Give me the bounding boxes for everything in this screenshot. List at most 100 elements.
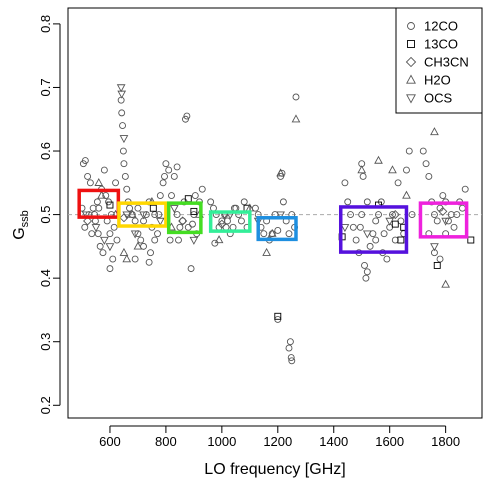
data-point-12co (349, 223, 357, 231)
data-point-12co (359, 172, 367, 180)
data-point-12co (151, 236, 159, 244)
data-point-12co (288, 357, 296, 365)
series-13co (106, 195, 475, 320)
x-tick-label: 1800 (431, 434, 460, 449)
data-point-ocs (117, 90, 127, 99)
data-point-12co (363, 198, 371, 206)
data-point-h2o (94, 177, 104, 186)
data-point-12co (341, 179, 349, 187)
data-point-h2o (127, 209, 137, 218)
data-point-ocs (139, 211, 148, 220)
data-point-12co (207, 198, 215, 206)
data-point-12co (372, 217, 380, 225)
data-point-12co (405, 147, 413, 155)
data-point-13co (397, 236, 405, 244)
legend-marker-ch3cn (405, 56, 417, 68)
data-point-h2o (119, 247, 129, 256)
y-tick-label: 0.8 (38, 15, 53, 33)
data-point-ch3cn (178, 216, 188, 226)
data-point-12co (277, 172, 285, 180)
data-point-12co (380, 230, 388, 238)
data-point-ocs (100, 236, 109, 245)
data-point-12co (81, 223, 89, 231)
data-point-13co (467, 236, 475, 244)
data-point-12co (170, 172, 178, 180)
y-axis: 0.2 0.3 0.4 0.5 0.6 0.7 0.8 (38, 15, 61, 414)
data-point-12co (113, 236, 121, 244)
data-point-12co (123, 185, 131, 193)
data-point-12co (184, 223, 192, 231)
data-point-13co (184, 195, 192, 203)
band-box-5 (256, 216, 298, 242)
data-point-ocs (169, 205, 179, 214)
data-point-12co (344, 198, 352, 206)
data-point-12co (106, 230, 114, 238)
data-point-12co (383, 255, 391, 263)
data-point-ocs (430, 243, 439, 252)
data-point-12co (131, 217, 139, 225)
data-point-ocs (340, 224, 350, 233)
data-point-12co (84, 172, 92, 180)
data-point-12co (394, 179, 402, 187)
band-boxes-layer (77, 188, 469, 254)
data-point-12co (260, 230, 268, 238)
data-point-12co (119, 147, 127, 155)
data-point-h2o (402, 190, 411, 199)
data-point-12co (81, 157, 89, 165)
y-axis-title: Gssb (11, 210, 31, 240)
band-box-2 (117, 201, 168, 228)
data-point-h2o (430, 127, 439, 136)
data-point-h2o (276, 168, 285, 177)
data-point-12co (461, 185, 469, 193)
series-12co (78, 93, 469, 365)
data-point-12co (106, 265, 114, 273)
data-point-12co (100, 166, 108, 174)
legend-marker-h2o (406, 74, 416, 84)
data-point-12co (279, 198, 287, 206)
data-point-h2o (214, 235, 224, 244)
data-point-h2o (267, 228, 277, 237)
data-point-13co (149, 204, 157, 212)
data-point-12co (89, 204, 97, 212)
data-point-ocs (385, 217, 395, 226)
data-point-h2o (97, 190, 106, 199)
legend-label-ocs: OCS (424, 91, 453, 106)
band-box-6 (338, 205, 409, 254)
data-point-12co (131, 255, 139, 263)
data-point-h2o (291, 114, 301, 123)
data-point-12co (93, 198, 101, 206)
data-point-h2o (133, 241, 143, 250)
data-point-12co (430, 211, 438, 219)
x-tick-label: 1600 (375, 434, 404, 449)
data-point-h2o (262, 247, 271, 256)
data-point-12co (422, 160, 430, 168)
data-point-12co (408, 211, 416, 219)
data-point-12co (137, 236, 145, 244)
data-point-12co (419, 147, 427, 155)
y-tick-label: 0.7 (38, 78, 53, 96)
band-box-1 (77, 188, 121, 219)
data-point-12co (436, 255, 444, 263)
series-ch3cn (83, 206, 448, 229)
y-tick-label: 0.6 (38, 142, 53, 160)
data-point-12co (183, 112, 191, 120)
data-point-12co (458, 204, 466, 212)
data-point-13co (106, 201, 114, 209)
x-axis: 600 800 1000 1200 1400 1600 1800 (99, 425, 460, 449)
data-point-12co (375, 211, 382, 219)
data-point-12co (109, 255, 117, 263)
data-point-12co (285, 344, 293, 352)
data-point-ch3cn (119, 213, 129, 223)
data-point-12co (134, 204, 142, 212)
data-point-13co (274, 312, 282, 320)
data-point-12co (391, 236, 399, 244)
data-point-ocs (91, 224, 101, 233)
data-point-12co (165, 166, 173, 174)
data-point-12co (223, 217, 231, 225)
legend-box (395, 7, 483, 114)
data-point-12co (433, 217, 441, 225)
data-point-ch3cn (83, 216, 93, 226)
data-point-12co (237, 217, 245, 225)
data-point-12co (121, 172, 129, 180)
